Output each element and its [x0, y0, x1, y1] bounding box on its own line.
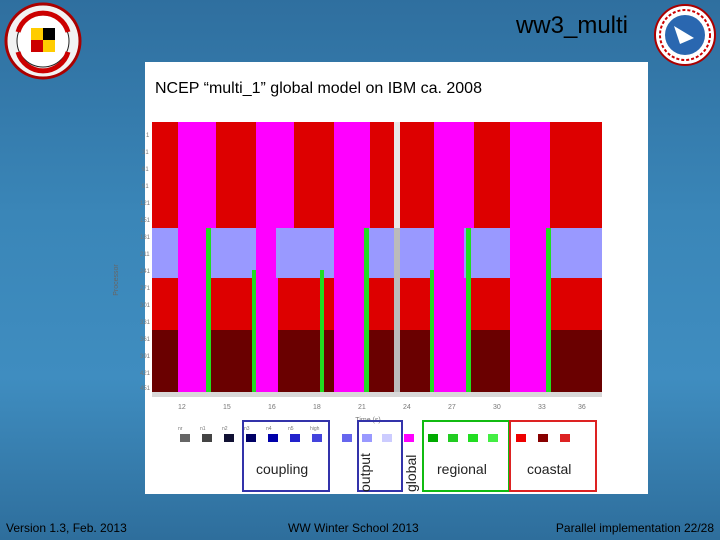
coupling-group-box: [242, 420, 330, 492]
y-tick: 301: [140, 303, 151, 309]
y-tick: 151: [140, 218, 151, 224]
y-tick: 361: [140, 337, 151, 343]
x-tick: 16: [268, 404, 276, 411]
legend-label: n5: [288, 426, 294, 432]
x-tick: 27: [448, 404, 456, 411]
y-tick: 331: [140, 320, 151, 326]
x-tick: 12: [178, 404, 186, 411]
x-tick: 21: [358, 404, 366, 411]
y-tick: 91: [142, 184, 149, 190]
footer-version: Version 1.3, Feb. 2013: [6, 521, 127, 535]
slide-subtitle: NCEP “multi_1” global model on IBM ca. 2…: [155, 80, 482, 97]
umd-seal-icon: [4, 2, 82, 80]
y-tick: 31: [142, 150, 149, 156]
slide-title: ww3_multi: [515, 12, 628, 39]
legend-label: n4: [266, 426, 272, 432]
chart-legend: nr n1 n2 n3 n4 n5 high: [178, 426, 570, 442]
y-tick: 421: [140, 371, 151, 377]
y-tick: 61: [142, 167, 149, 173]
y-tick: 211: [140, 252, 150, 258]
legend-label: n3: [244, 426, 250, 432]
y-tick: 271: [140, 286, 151, 292]
coastal-group-box: [509, 420, 597, 492]
x-tick-labels: 12 15 16 18 21 24 27 30 33 36: [178, 404, 586, 411]
timeline-bands: [152, 122, 602, 392]
y-tick-labels: 1 31 61 91 121 151 181 211 241 271 301 3…: [140, 133, 151, 392]
global-label: global: [403, 454, 419, 492]
y-tick: 121: [140, 201, 151, 207]
x-tick: 15: [223, 404, 231, 411]
y-tick: 1: [146, 133, 150, 139]
regional-label: regional: [437, 461, 487, 477]
x-tick: 24: [403, 404, 411, 411]
nws-logo-icon: [654, 4, 716, 66]
x-tick: 33: [538, 404, 546, 411]
footer-event: WW Winter School 2013: [288, 521, 419, 535]
y-tick: 241: [140, 269, 151, 275]
coupling-label: coupling: [256, 461, 309, 477]
processor-timeline-chart: Processor 1 31 61 91 121 151 181 211 241…: [113, 122, 602, 424]
regional-group-box: [422, 420, 510, 492]
footer-slide-info: Parallel implementation 22/28: [555, 521, 714, 535]
output-label: output: [357, 453, 373, 492]
legend-label: high: [310, 426, 320, 432]
output-group-box: [357, 420, 403, 492]
x-tick: 18: [313, 404, 321, 411]
y-tick: 451: [140, 386, 151, 392]
legend-label: n1: [200, 426, 206, 432]
x-tick: 36: [578, 404, 586, 411]
legend-label: n2: [222, 426, 228, 432]
x-tick: 30: [493, 404, 501, 411]
y-tick: 391: [140, 354, 151, 360]
legend-label: nr: [178, 426, 183, 432]
chart-ylabel: Processor: [113, 264, 120, 296]
y-tick: 181: [140, 235, 151, 241]
coastal-label: coastal: [527, 461, 572, 477]
